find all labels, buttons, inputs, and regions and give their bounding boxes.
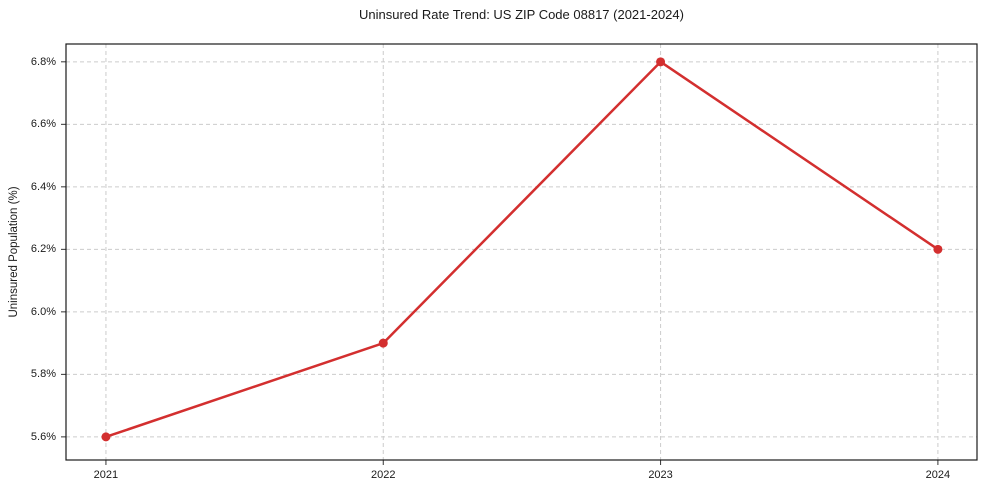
x-tick-label: 2023: [648, 469, 673, 481]
data-point: [101, 432, 111, 442]
y-tick-label: 6.8%: [30, 55, 56, 68]
trend-line: [104, 60, 940, 439]
y-tick-label: 5.6%: [30, 430, 56, 443]
x-tick-label: 2021: [93, 469, 119, 481]
plot-area: [61, 43, 978, 465]
y-tick-label: 6.2%: [30, 243, 56, 256]
y-tick-label: 5.8%: [30, 368, 56, 381]
plot-border: [65, 43, 978, 461]
chart-title: Uninsured Rate Trend: US ZIP Code 08817 …: [359, 7, 684, 22]
x-tick-label: 2024: [925, 469, 951, 481]
x-tick-label: 2022: [371, 469, 396, 481]
y-tick-label: 6.6%: [30, 118, 56, 131]
y-tick-label: 6.4%: [30, 180, 56, 193]
data-point: [656, 57, 666, 67]
data-point: [933, 244, 943, 254]
data-point: [378, 338, 388, 348]
y-tick-label: 6.0%: [30, 305, 56, 318]
